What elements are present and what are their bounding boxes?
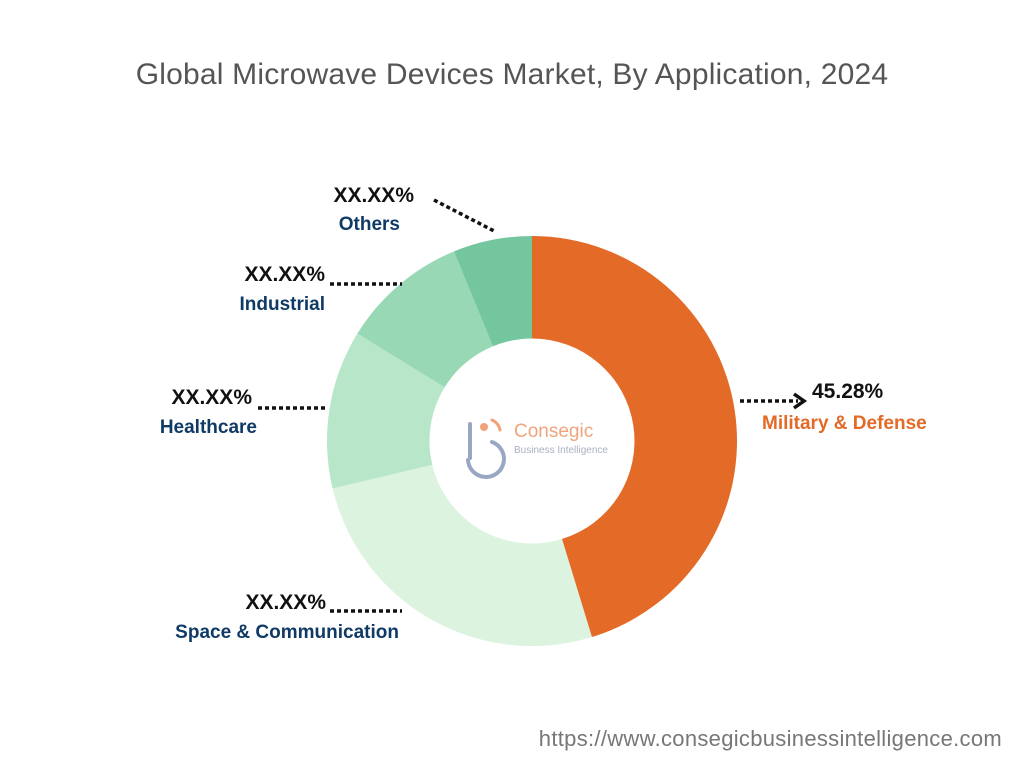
- slice-others: [453, 236, 532, 347]
- logo-mark-icon: [466, 418, 506, 479]
- value-label-military: 45.28%: [812, 380, 884, 403]
- value-label-industrial: XX.XX%: [244, 263, 325, 286]
- category-label-healthcare: Healthcare: [160, 417, 257, 438]
- logo-name: Consegic: [514, 421, 593, 442]
- category-label-others: Others: [339, 214, 400, 235]
- category-label-space: Space & Communication: [175, 622, 399, 643]
- consegic-logo: Consegic Business Intelligence: [466, 418, 608, 479]
- slice-space-communication: [332, 464, 592, 646]
- value-label-others: XX.XX%: [333, 184, 414, 207]
- leader-lines: [258, 198, 808, 613]
- leader-arrow-military: [792, 392, 808, 410]
- chart-title: Global Microwave Devices Market, By Appl…: [135, 58, 889, 91]
- category-label-industrial: Industrial: [239, 294, 325, 315]
- source-url: https://www.consegicbusinessintelligence…: [538, 726, 1002, 751]
- value-label-healthcare: XX.XX%: [171, 386, 252, 409]
- slice-industrial: [357, 251, 493, 388]
- leader-line-others: [433, 198, 497, 234]
- value-label-space: XX.XX%: [245, 591, 326, 614]
- slice-group: [327, 236, 738, 646]
- slice-military-defense: [532, 236, 738, 638]
- slice-healthcare: [327, 333, 445, 489]
- logo-tagline: Business Intelligence: [514, 445, 608, 456]
- category-label-military: Military & Defense: [762, 413, 927, 434]
